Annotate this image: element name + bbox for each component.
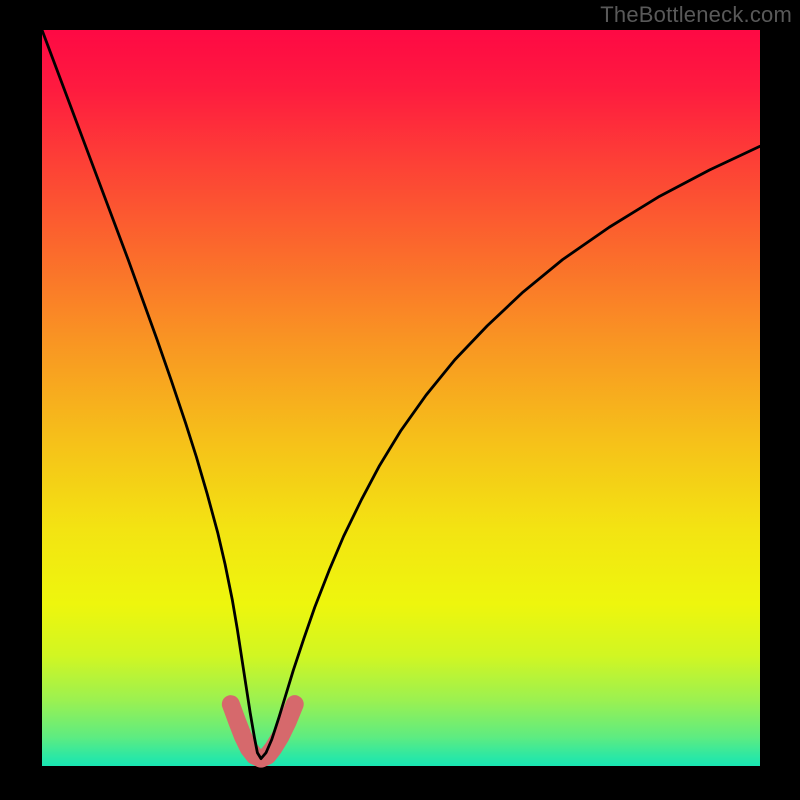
chart-root: TheBottleneck.com bbox=[0, 0, 800, 800]
plot-background bbox=[42, 30, 760, 766]
plot-content bbox=[42, 30, 760, 766]
chart-svg bbox=[0, 0, 800, 800]
watermark-text: TheBottleneck.com bbox=[600, 2, 792, 28]
